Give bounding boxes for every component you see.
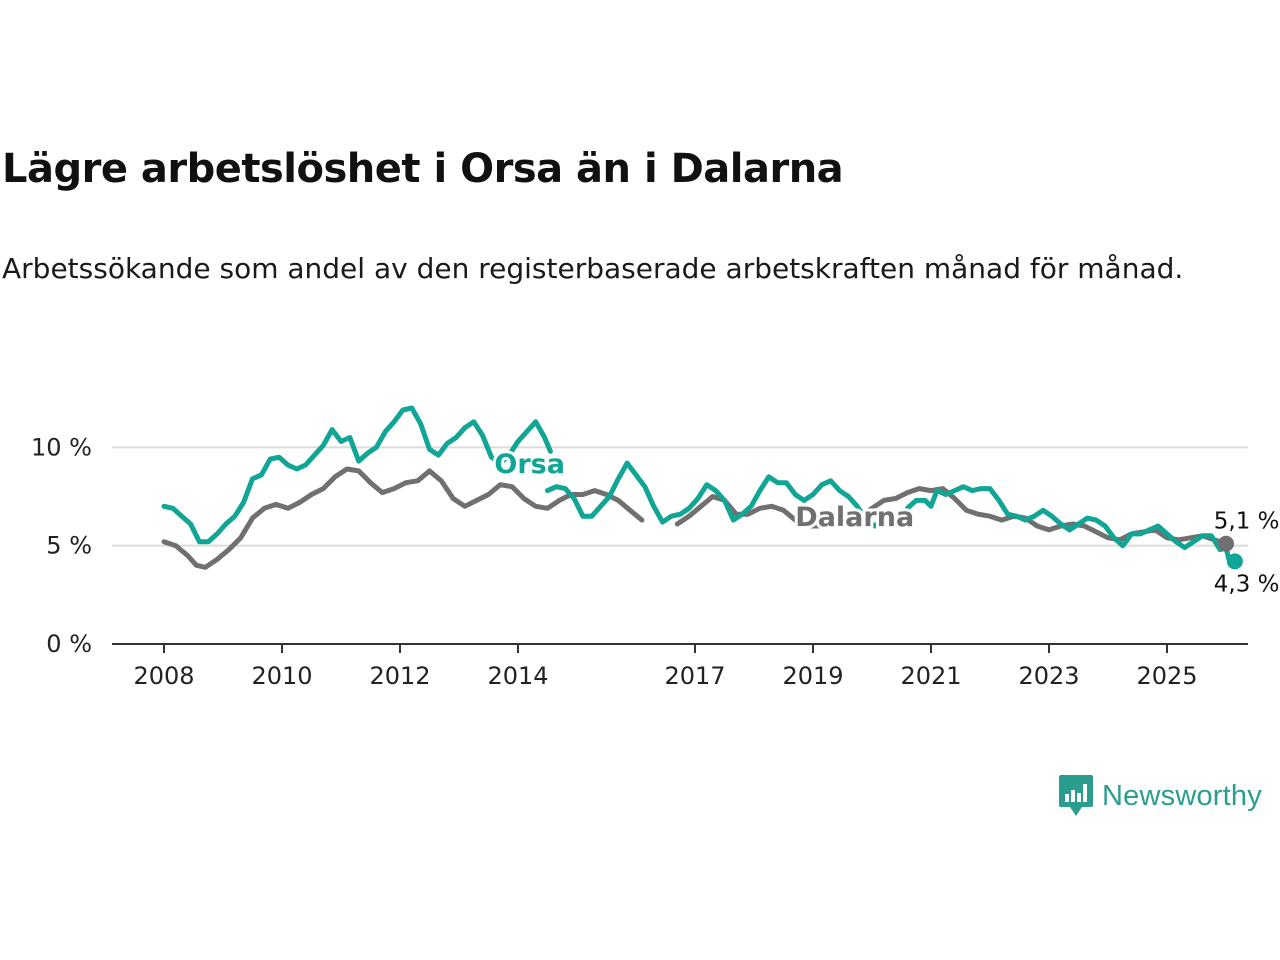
orsa-line: [904, 484, 1238, 564]
x-tick-label: 2014: [487, 662, 548, 690]
dalarna-line: [161, 466, 645, 570]
dalarna-line: [857, 486, 1229, 547]
x-tick-label: 2021: [900, 662, 961, 690]
x-tick-label: 2010: [251, 662, 312, 690]
series-labels: Dalarna 5,1 % Orsa 4,3 %: [491, 446, 1280, 600]
brand-name: Newsworthy: [1102, 779, 1262, 812]
x-tick-label: 2019: [782, 662, 843, 690]
dalarna-line: [674, 494, 834, 529]
grid-lines: 0 % 5 % 10 %: [31, 433, 1248, 658]
orsa-line: [161, 405, 553, 545]
x-tick-label: 2023: [1018, 662, 1079, 690]
x-tick-label: 2012: [369, 662, 430, 690]
chart-title: Lägre arbetslöshet i Orsa än i Dalarna: [2, 146, 844, 192]
chart-subtitle: Arbetssökande som andel av den registerb…: [2, 252, 1184, 285]
dalarna-end-marker: [1218, 535, 1234, 552]
x-axis: 2008 2010 2012 2014 2017 2019 2021 2023 2025: [112, 643, 1248, 690]
series-lines: [161, 405, 1238, 570]
orsa-line: [545, 460, 887, 529]
y-tick-label: 10 %: [31, 433, 92, 461]
x-tick-label: 2025: [1136, 662, 1197, 690]
line-chart: 0 %5 %10 % 2008 2010 2012 2014 2017 2019 2021 2…: [31, 405, 1280, 690]
newsworthy-logo-icon: [1059, 775, 1093, 816]
orsa-label: Orsa: [494, 449, 565, 480]
dalarna-label: Dalarna: [795, 502, 914, 533]
newsworthy-logo[interactable]: Newsworthy: [1058, 774, 1262, 818]
x-tick-label: 2017: [664, 662, 725, 690]
x-tick-label: 2008: [133, 662, 194, 690]
orsa-end-marker: [1226, 553, 1243, 570]
orsa-end-value-label: 4,3 %: [1214, 571, 1280, 597]
y-tick-label: 5 %: [46, 532, 92, 560]
y-tick-label: 0 %: [46, 630, 92, 658]
dalarna-end-value-label: 5,1 %: [1214, 509, 1280, 535]
